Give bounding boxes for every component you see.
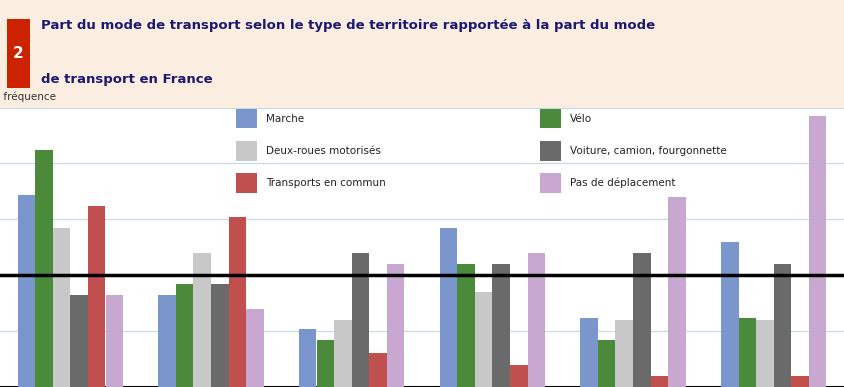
Text: Marche: Marche bbox=[266, 114, 304, 124]
Bar bbox=[774, 264, 792, 387]
Bar bbox=[334, 320, 352, 387]
Bar bbox=[316, 340, 334, 387]
Bar bbox=[756, 320, 774, 387]
Text: Pas de déplacement: Pas de déplacement bbox=[570, 178, 675, 188]
Text: Vélo: Vélo bbox=[570, 114, 592, 124]
Bar bbox=[229, 217, 246, 387]
Bar bbox=[70, 295, 88, 387]
Text: de transport en France: de transport en France bbox=[41, 73, 212, 86]
Bar bbox=[106, 295, 123, 387]
Bar bbox=[440, 228, 457, 387]
Bar bbox=[492, 264, 510, 387]
Bar bbox=[176, 284, 193, 387]
Bar bbox=[633, 253, 651, 387]
Text: Transports en commun: Transports en commun bbox=[266, 178, 386, 188]
Bar bbox=[615, 320, 633, 387]
Bar bbox=[738, 318, 756, 387]
Bar bbox=[211, 284, 229, 387]
Text: Voiture, camion, fourgonnette: Voiture, camion, fourgonnette bbox=[570, 146, 727, 156]
FancyBboxPatch shape bbox=[236, 173, 257, 193]
Bar bbox=[651, 376, 668, 387]
Bar bbox=[457, 264, 474, 387]
Bar bbox=[299, 329, 316, 387]
FancyBboxPatch shape bbox=[236, 141, 257, 161]
Text: 2: 2 bbox=[14, 46, 24, 61]
Bar bbox=[352, 253, 369, 387]
Bar bbox=[809, 116, 826, 387]
FancyBboxPatch shape bbox=[540, 141, 561, 161]
Text: Deux-roues motorisés: Deux-roues motorisés bbox=[266, 146, 381, 156]
Bar bbox=[369, 353, 387, 387]
Text: Part du mode de transport selon le type de territoire rapportée à la part du mod: Part du mode de transport selon le type … bbox=[41, 19, 655, 33]
Bar bbox=[581, 318, 598, 387]
FancyBboxPatch shape bbox=[7, 19, 30, 88]
Bar bbox=[474, 292, 492, 387]
Bar bbox=[528, 253, 545, 387]
Bar bbox=[387, 264, 404, 387]
Bar bbox=[52, 228, 70, 387]
Bar bbox=[35, 150, 52, 387]
Bar bbox=[598, 340, 615, 387]
Text: rapport de fréquence: rapport de fréquence bbox=[0, 91, 57, 102]
FancyBboxPatch shape bbox=[540, 109, 561, 128]
Bar bbox=[88, 206, 106, 387]
Bar bbox=[18, 195, 35, 387]
Bar bbox=[193, 253, 211, 387]
Bar bbox=[510, 365, 528, 387]
Bar bbox=[159, 295, 176, 387]
FancyBboxPatch shape bbox=[540, 173, 561, 193]
Bar bbox=[721, 241, 738, 387]
FancyBboxPatch shape bbox=[236, 109, 257, 128]
Bar bbox=[792, 376, 809, 387]
Bar bbox=[668, 197, 686, 387]
Bar bbox=[246, 309, 263, 387]
